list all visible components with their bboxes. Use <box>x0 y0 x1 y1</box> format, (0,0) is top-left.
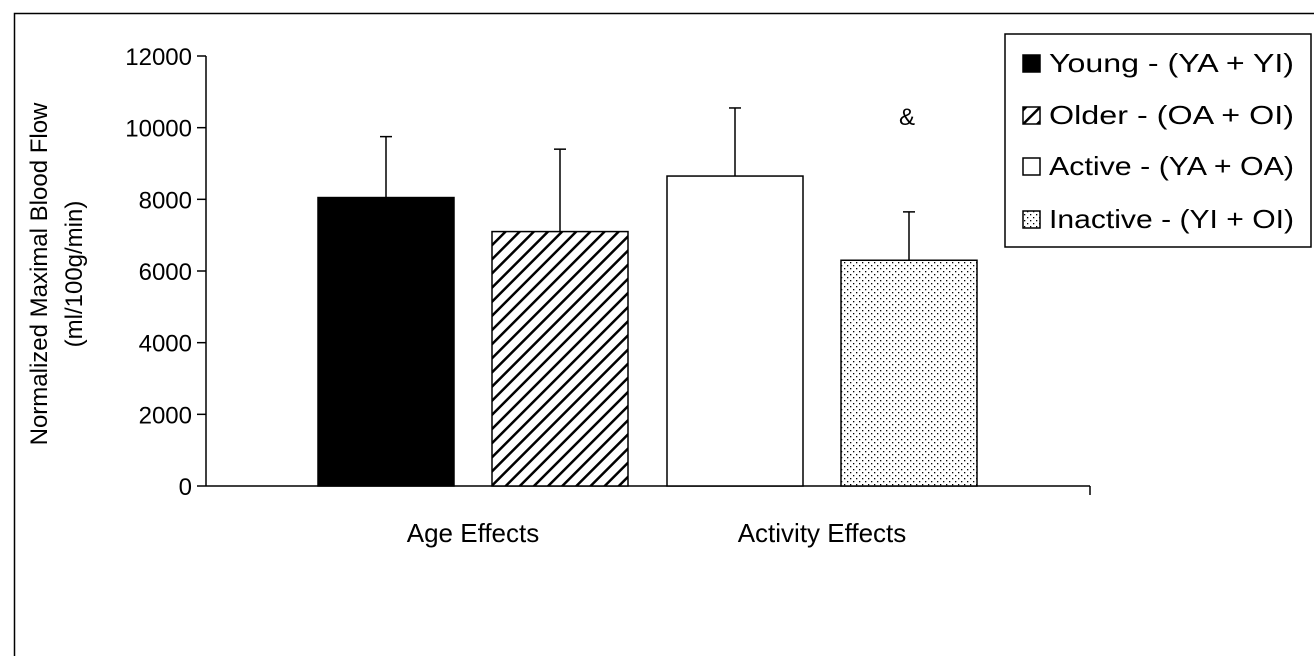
y-tick-label: 10000 <box>125 116 192 143</box>
legend-label: Inactive - (YI + OI) <box>1049 204 1294 234</box>
legend-label: Young - (YA + YI) <box>1049 48 1294 78</box>
y-tick-label: 4000 <box>139 331 192 358</box>
y-axis-label-line-2: (ml/100g/min) <box>61 201 88 348</box>
legend-label: Older - (OA + OI) <box>1049 100 1294 130</box>
y-tick-label: 0 <box>179 474 192 501</box>
y-axis-label-line-1: Normalized Maximal Blood Flow <box>26 102 53 445</box>
y-tick-label: 8000 <box>139 187 192 214</box>
y-axis-label: Normalized Maximal Blood Flow (ml/100g/m… <box>26 102 88 445</box>
legend-swatch <box>1022 106 1041 125</box>
significance-annotation: & <box>899 104 915 131</box>
y-tick-label: 12000 <box>125 44 192 71</box>
legend: Young - (YA + YI) Older - (OA + OI) Active… <box>1004 33 1312 248</box>
y-tick-label: 6000 <box>139 259 192 286</box>
legend-box <box>1004 33 1312 248</box>
error-bars <box>380 107 915 261</box>
legend-label: Active - (YA + OA) <box>1049 151 1294 181</box>
bar <box>666 175 804 487</box>
bar <box>840 259 978 487</box>
axes: 0 2000 4000 6000 8000 10000 12000 <box>125 44 1091 501</box>
legend-swatch <box>1022 54 1041 73</box>
bar <box>491 230 629 487</box>
labels: Age Effects Activity Effects & <box>407 104 915 548</box>
legend-items: Young - (YA + YI) Older - (OA + OI) Active… <box>1022 48 1294 234</box>
bar <box>317 196 455 487</box>
legend-swatch <box>1022 210 1041 229</box>
bars <box>317 175 978 487</box>
x-category-label: Age Effects <box>407 518 540 548</box>
y-tick-label: 2000 <box>139 402 192 429</box>
legend-swatch <box>1022 157 1041 176</box>
x-category-label: Activity Effects <box>738 518 907 548</box>
